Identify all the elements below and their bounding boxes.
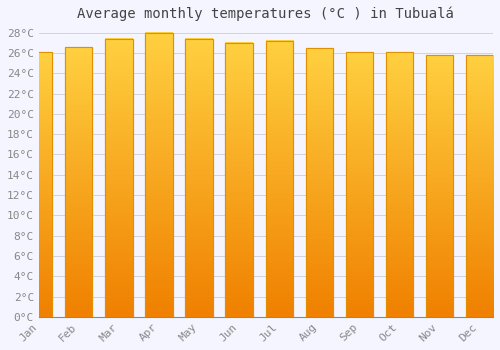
Bar	[106, 39, 132, 317]
Bar	[65, 47, 92, 317]
Title: Average monthly temperatures (°C ) in Tubualá: Average monthly temperatures (°C ) in Tu…	[78, 7, 454, 21]
Bar	[106, 39, 132, 317]
Bar	[466, 55, 493, 317]
Bar	[306, 48, 333, 317]
Bar	[346, 52, 373, 317]
Bar	[386, 52, 413, 317]
Bar	[466, 55, 493, 317]
Bar	[266, 41, 293, 317]
Bar	[426, 55, 453, 317]
Bar	[346, 52, 373, 317]
Bar	[186, 39, 212, 317]
Bar	[146, 33, 172, 317]
Bar	[226, 43, 252, 317]
Bar	[306, 48, 333, 317]
Bar	[146, 33, 172, 317]
Bar	[386, 52, 413, 317]
Bar	[186, 39, 212, 317]
Bar	[65, 47, 92, 317]
Bar	[266, 41, 293, 317]
Bar	[25, 52, 52, 317]
Bar	[226, 43, 252, 317]
Bar	[25, 52, 52, 317]
Bar	[426, 55, 453, 317]
